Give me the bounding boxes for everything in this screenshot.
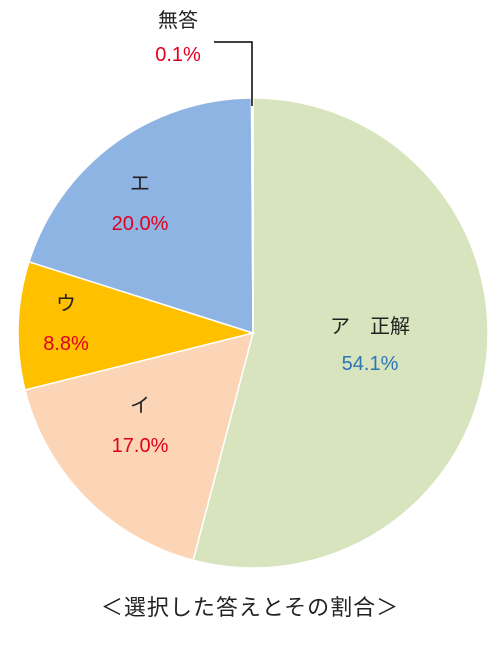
pie-slice-4 (28, 97, 254, 335)
slice-label-2: イ (130, 393, 150, 417)
pie-chart: ア 正解 54.1% イ 17.0% ウ 8.8% エ 20.0% 無答 0.1% (17, 8, 489, 569)
pie-slice-1 (192, 97, 489, 569)
slice-label-4: エ (130, 171, 150, 195)
slice-value-4: 20.0% (112, 213, 169, 235)
slice-value-2: 17.0% (112, 435, 169, 457)
slice-value-3: 8.8% (43, 333, 89, 355)
pie-slices (17, 97, 489, 569)
pie-slice-2 (24, 331, 255, 562)
leader-line-no-answer (214, 41, 253, 106)
slice-labels: ア 正解 54.1% イ 17.0% ウ 8.8% エ 20.0% 無答 0.1% (43, 8, 410, 457)
slice-value-5: 0.1% (155, 44, 201, 66)
slice-label-3: ウ (56, 291, 76, 315)
slice-label-1: ア 正解 (330, 314, 410, 338)
slice-label-5: 無答 (158, 8, 198, 32)
leader-line (214, 41, 253, 106)
chart-caption: ＜選択した答えとその割合＞ (100, 596, 400, 621)
pie-slice-3 (17, 260, 256, 391)
slice-value-1: 54.1% (342, 353, 399, 375)
